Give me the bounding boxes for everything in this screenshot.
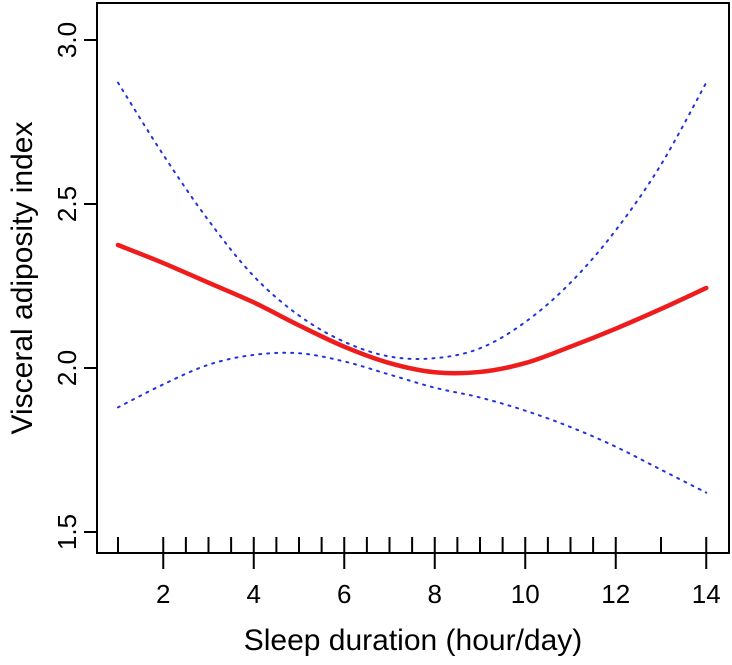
upper-ci-line [117,81,708,360]
plot-box [96,2,730,554]
y-tick-label: 2.5 [52,186,82,222]
lower-ci-line [117,351,708,494]
x-tick-label: 8 [428,579,442,609]
estimate-line [115,242,709,376]
x-tick-label: 6 [337,579,351,609]
x-tick-label: 10 [511,579,540,609]
y-tick-label: 1.5 [52,514,82,550]
y-tick-label: 3.0 [52,22,82,58]
x-axis-label: Sleep duration (hour/day) [244,624,583,657]
x-tick-label: 2 [156,579,170,609]
x-tick-label: 4 [247,579,261,609]
y-tick-label: 2.0 [52,350,82,386]
y-axis-label: Visceral adiposity index [6,122,39,435]
x-tick-label: 14 [692,579,721,609]
x-tick-label: 12 [601,579,630,609]
